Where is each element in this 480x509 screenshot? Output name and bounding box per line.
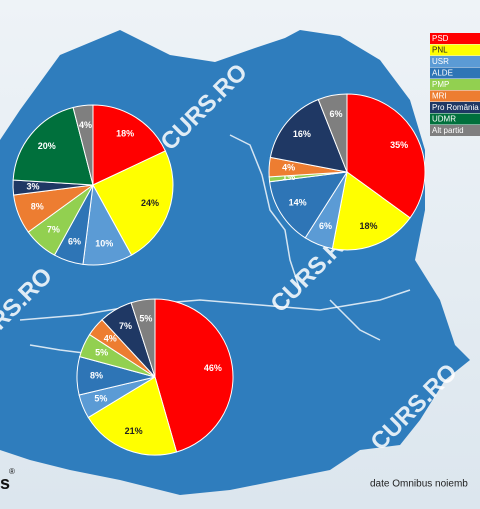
pie-slice <box>154 298 234 453</box>
value-label: 16% <box>293 129 311 139</box>
pie-slice <box>331 171 411 251</box>
value-label: 4% <box>282 163 295 173</box>
pie-slice <box>87 376 178 456</box>
value-label: 20% <box>38 141 56 151</box>
pie-slice <box>92 150 174 256</box>
legend-swatch <box>430 125 480 136</box>
value-label: 21% <box>125 426 143 436</box>
value-label: 1% <box>282 172 295 182</box>
pie-slice <box>130 298 156 378</box>
value-label: 14% <box>289 198 307 208</box>
value-label: 8% <box>31 201 44 211</box>
source: date Omnibus noiemb <box>370 479 468 490</box>
legend-label: UDMR <box>432 115 456 124</box>
pie-slice <box>72 104 94 186</box>
value-label: 5% <box>95 348 108 358</box>
value-label: 4% <box>104 334 117 344</box>
value-label: 18% <box>116 129 134 139</box>
pie-slice <box>269 98 348 173</box>
value-label: 18% <box>360 221 378 231</box>
pies: 18%24%10%6%7%8%3%20%4%35%18%6%14%1%4%16%… <box>12 33 480 456</box>
legend-swatch <box>430 56 480 67</box>
legend-swatch <box>430 79 480 90</box>
legend-label: ALDE <box>432 69 453 78</box>
value-label: 6% <box>68 236 81 246</box>
legend-label: MRI <box>432 92 447 101</box>
rivers <box>19 134 411 356</box>
pie-slice <box>317 93 348 173</box>
pie-slice <box>92 104 167 186</box>
value-label: 3% <box>27 181 40 191</box>
value-label: 6% <box>330 109 343 119</box>
value-label: 10% <box>95 238 113 248</box>
legend-swatch <box>430 113 480 125</box>
value-label: 6% <box>319 221 332 231</box>
value-label: 24% <box>141 198 159 208</box>
legend-swatch <box>430 90 480 102</box>
value-label: 7% <box>47 224 60 234</box>
pie-slice <box>12 106 94 186</box>
pie-slice <box>269 171 348 239</box>
legend-swatch <box>430 67 480 79</box>
pie-slice <box>346 93 426 219</box>
logo-mark: ® <box>9 467 15 476</box>
legend-label: PNL <box>432 46 448 55</box>
value-label: 5% <box>139 314 152 324</box>
value-label: 46% <box>204 363 222 373</box>
legend-label: PSD <box>432 34 449 43</box>
value-label: 35% <box>390 140 408 150</box>
value-label: 8% <box>90 370 103 380</box>
legend-swatch <box>430 102 480 113</box>
value-label: 5% <box>94 394 107 404</box>
value-label: 4% <box>79 120 92 130</box>
legend-swatch <box>430 33 480 44</box>
legend-label: Alt partid <box>432 126 464 135</box>
value-label: 7% <box>119 321 132 331</box>
legend-label: PMP <box>432 80 449 89</box>
logo: s <box>0 473 10 493</box>
legend-label: USR <box>432 57 449 66</box>
legend-swatch <box>430 44 480 56</box>
legend-label: Pro România <box>432 103 479 112</box>
